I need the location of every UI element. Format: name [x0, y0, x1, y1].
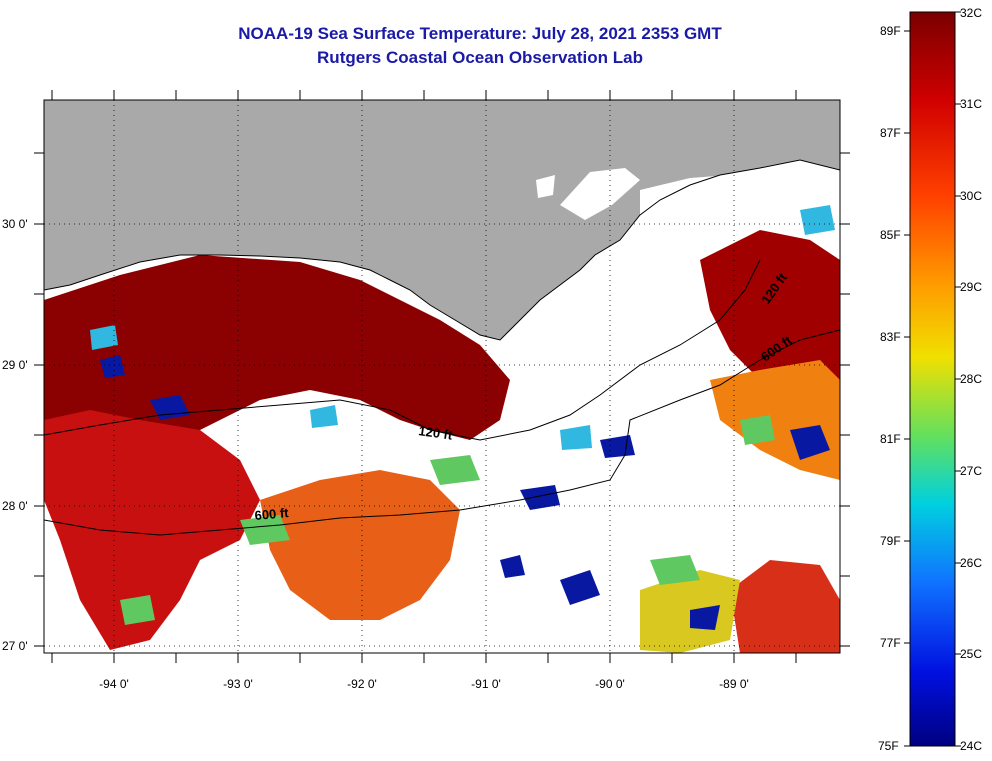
- colorbar-f-81: 81F: [880, 432, 901, 446]
- lat-label-29: 29 0': [2, 358, 28, 372]
- colorbar-c-29: 29C: [960, 280, 982, 294]
- colorbar-f-79: 79F: [880, 534, 901, 548]
- lat-label-27: 27 0': [2, 639, 28, 653]
- lon-label-92: -92 0': [347, 677, 377, 691]
- colorbar-c-28: 28C: [960, 372, 982, 386]
- lon-label-94: -94 0': [99, 677, 129, 691]
- colorbar-f-87: 87F: [880, 126, 901, 140]
- colorbar-f-89: 89F: [880, 24, 901, 38]
- sst-green-patches: [120, 415, 775, 625]
- lon-label-93: -93 0': [223, 677, 253, 691]
- colorbar-c-24: 24C: [960, 739, 982, 753]
- map-frame: [43, 99, 841, 654]
- map-title: NOAA-19 Sea Surface Temperature: July 28…: [238, 24, 722, 43]
- sst-orange-central: [260, 470, 460, 620]
- contour-600ft: [44, 329, 840, 536]
- colorbar-c-26: 26C: [960, 556, 982, 570]
- sst-hot-east: [700, 230, 840, 390]
- contour-label-600ft-west: 600 ft: [254, 505, 290, 523]
- sst-hot-west: [44, 410, 260, 650]
- lat-lon-grid: [44, 100, 840, 653]
- axis-ticks: [34, 90, 850, 663]
- colorbar-f-85: 85F: [880, 228, 901, 242]
- colorbar-c-25: 25C: [960, 647, 982, 661]
- colorbar-ticks: [904, 11, 961, 747]
- sst-hot-southeast: [730, 560, 840, 653]
- coastline: [44, 159, 840, 341]
- lon-label-91: -91 0': [471, 677, 501, 691]
- lon-label-89: -89 0': [719, 677, 749, 691]
- contour-label-120ft-west: 120 ft: [418, 423, 454, 443]
- contour-120ft: [44, 259, 761, 441]
- map-subtitle: Rutgers Coastal Ocean Observation Lab: [317, 48, 643, 67]
- colorbar: [909, 11, 956, 747]
- colorbar-f-75: 75F: [878, 739, 899, 753]
- colorbar-c-32: 32C: [960, 6, 982, 20]
- lon-label-90: -90 0': [595, 677, 625, 691]
- colorbar-c-31: 31C: [960, 97, 982, 111]
- colorbar-c-27: 27C: [960, 464, 982, 478]
- lat-label-30: 30 0': [2, 217, 28, 231]
- colorbar-c-30: 30C: [960, 189, 982, 203]
- colorbar-f-83: 83F: [880, 330, 901, 344]
- lat-label-28: 28 0': [2, 499, 28, 513]
- land-mass: [44, 100, 840, 340]
- colorbar-f-77: 77F: [880, 636, 901, 650]
